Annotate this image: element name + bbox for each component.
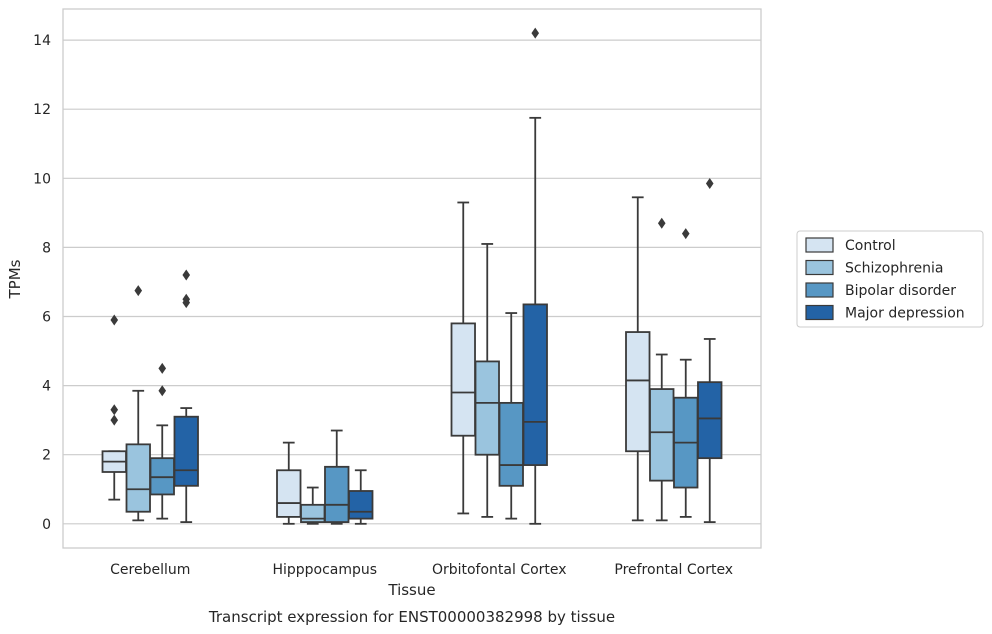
legend-swatch	[805, 304, 834, 321]
box-iqr	[625, 331, 651, 453]
outlier-point	[705, 177, 714, 189]
legend-label: Major depression	[845, 306, 965, 322]
box-control	[625, 196, 651, 522]
legend-label: Schizophrenia	[845, 261, 943, 277]
outlier-point	[134, 285, 143, 297]
box-major-depression	[697, 177, 723, 523]
box-schizophrenia	[300, 486, 326, 525]
outlier-point	[110, 414, 119, 426]
box-iqr	[450, 322, 476, 437]
y-tick-label: 4	[42, 379, 51, 395]
y-axis-label: TPMs	[6, 259, 24, 299]
y-tick-label: 12	[33, 102, 51, 118]
box-major-depression	[348, 469, 374, 525]
outlier-point	[158, 362, 167, 374]
y-tick-label: 6	[42, 310, 51, 326]
x-tick-label: Cerebellum	[110, 562, 190, 578]
outlier-point	[657, 217, 666, 229]
legend-swatch	[805, 282, 834, 298]
box-schizophrenia	[125, 285, 151, 522]
box-iqr	[276, 469, 302, 518]
outlier-point	[531, 27, 540, 39]
y-tick-label: 14	[33, 33, 51, 49]
box-iqr	[697, 381, 723, 460]
box-major-depression	[173, 269, 199, 523]
box-schizophrenia	[649, 217, 675, 522]
outlier-point	[182, 269, 191, 281]
legend-swatch	[805, 237, 834, 253]
box-iqr	[348, 490, 374, 520]
outlier-point	[110, 314, 119, 326]
outlier-point	[158, 385, 167, 397]
box-bipolar-disorder	[498, 312, 524, 520]
box-control	[101, 314, 127, 501]
legend-label: Control	[845, 238, 896, 254]
x-tick-label: Orbitofontal Cortex	[432, 562, 567, 578]
outlier-point	[681, 228, 690, 240]
box-bipolar-disorder	[149, 362, 175, 520]
y-tick-label: 8	[42, 240, 51, 256]
y-tick-labels: 0 2 4 6 8 10 12 14	[33, 33, 51, 533]
box-iqr	[522, 303, 548, 466]
box-major-depression	[522, 27, 548, 525]
x-tick-labels: Cerebellum Hipppocampus Orbitofontal Corte…	[110, 562, 733, 578]
box-iqr	[125, 443, 151, 513]
y-tick-label: 10	[33, 171, 51, 187]
legend-swatch	[805, 259, 834, 276]
box-schizophrenia	[474, 243, 500, 518]
outlier-point	[110, 404, 119, 416]
plot-frame	[62, 8, 762, 549]
y-tick-label: 0	[42, 517, 51, 533]
box-bipolar-disorder	[324, 429, 350, 525]
box-series	[101, 27, 723, 525]
x-axis-label: Tissue	[387, 581, 435, 599]
chart-caption: Transcript expression for ENST0000038299…	[208, 608, 615, 626]
box-control	[276, 441, 302, 525]
legend-label: Bipolar disorder	[845, 283, 956, 299]
box-iqr	[474, 360, 500, 456]
x-tick-label: Hipppocampus	[272, 562, 377, 578]
box-iqr	[649, 388, 675, 482]
outlier-point	[182, 297, 191, 309]
legend: Control Schizophrenia Bipolar disorder Majo…	[796, 230, 984, 328]
box-iqr	[173, 415, 199, 487]
box-iqr	[498, 401, 524, 487]
legend-frame	[796, 230, 984, 328]
box-iqr	[324, 465, 350, 523]
y-tick-label: 2	[42, 448, 51, 464]
x-tick-label: Prefrontal Cortex	[614, 562, 733, 578]
